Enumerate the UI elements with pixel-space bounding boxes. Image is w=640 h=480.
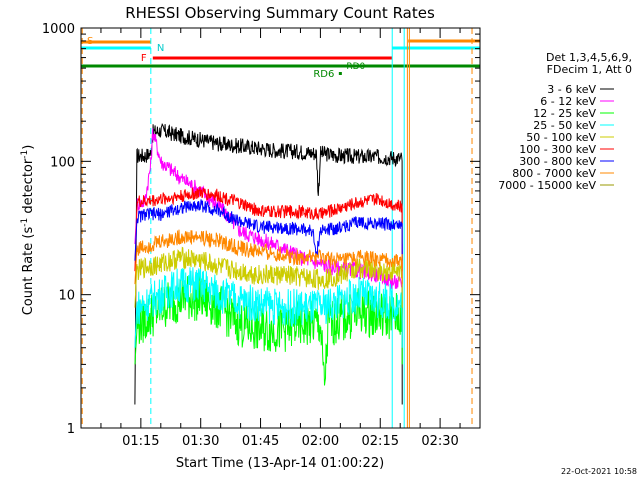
legend-label: 100 - 300 keV — [519, 143, 596, 156]
legend-label: 50 - 100 keV — [526, 131, 596, 144]
x-tick-label: 01:30 — [182, 434, 219, 449]
x-tick-label: 01:15 — [122, 434, 159, 449]
y-axis: 1 10 100 1000 — [42, 22, 480, 437]
footer-date: 22-Oct-2021 10:58 — [561, 467, 637, 476]
y-tick-label: 10 — [58, 289, 75, 304]
series-line — [134, 266, 403, 348]
legend-label: 800 - 7000 keV — [512, 167, 596, 180]
flag-rd6-marker — [338, 72, 342, 75]
legend: Det 1,3,4,5,6,9,FDecim 1, Att 0 3 - 6 keV… — [498, 51, 632, 192]
x-tick-label: 02:15 — [362, 434, 399, 449]
marker-lines — [81, 28, 473, 428]
flag-rd6-label: RD6 — [313, 69, 334, 80]
y-axis-label: Count Rate (s-1 detector-1) — [20, 145, 36, 316]
x-tick-label: 01:45 — [242, 434, 279, 449]
series-lines — [134, 123, 403, 405]
legend-label: 300 - 800 keV — [519, 155, 596, 168]
series-line — [134, 123, 403, 405]
flag-bars: S NF RD0 RD6 — [81, 36, 480, 80]
y-tick-label: 100 — [50, 155, 75, 170]
x-axis-label: Start Time (13-Apr-14 01:00:22) — [176, 456, 384, 471]
series-line — [134, 199, 403, 261]
flag-f-label: F — [141, 53, 147, 64]
series-line — [134, 229, 403, 285]
chart-title: RHESSI Observing Summary Count Rates — [125, 4, 435, 22]
series-line — [134, 186, 403, 272]
legend-label: 25 - 50 keV — [533, 119, 596, 132]
flag-s-label: S — [87, 36, 93, 47]
legend-label: 12 - 25 keV — [533, 107, 596, 120]
x-tick-label: 02:30 — [421, 434, 458, 449]
y-tick-label: 1000 — [42, 22, 75, 37]
y-tick-label: 1 — [67, 422, 75, 437]
legend-label: 3 - 6 keV — [547, 83, 596, 96]
legend-header: Det 1,3,4,5,6,9, — [546, 51, 632, 64]
legend-header: FDecim 1, Att 0 — [547, 63, 632, 76]
x-axis: 01:15 01:30 01:45 02:00 02:15 02:30 — [80, 28, 481, 449]
flag-rd0-label: RD0 — [346, 62, 365, 72]
x-tick-label: 02:00 — [302, 434, 339, 449]
series-line — [134, 246, 403, 308]
legend-label: 6 - 12 keV — [540, 95, 596, 108]
legend-label: 7000 - 15000 keV — [498, 179, 596, 192]
flag-n-label: N — [157, 43, 164, 54]
